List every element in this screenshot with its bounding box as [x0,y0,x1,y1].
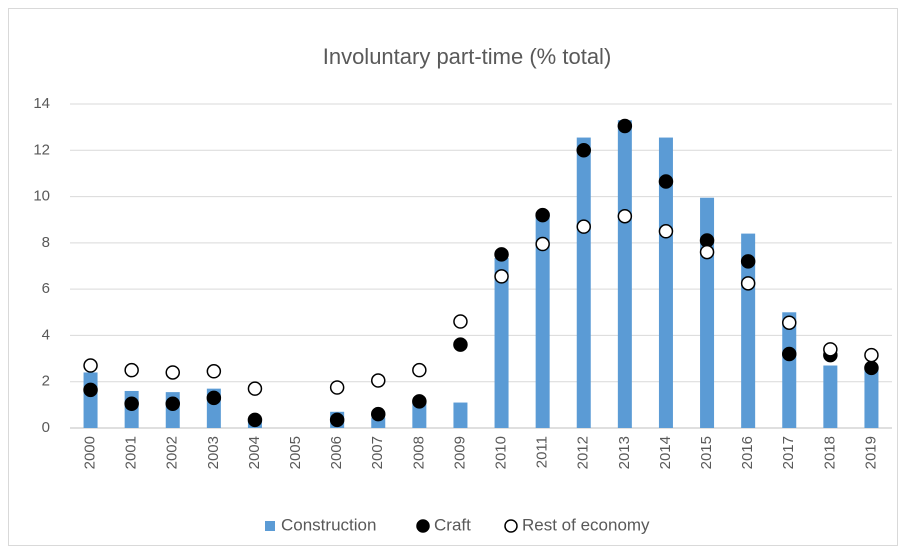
marker [782,315,797,330]
marker [658,224,674,239]
bar [864,367,879,428]
bar [782,312,797,428]
x-tick-label: 2000 [82,436,99,469]
marker [535,236,550,252]
bar [412,402,427,428]
legend-label: Craft [434,515,471,534]
bar [83,372,98,428]
y-tick-label: 0 [42,419,50,436]
legend-swatch [265,521,275,531]
marker [699,244,715,260]
x-tick-label: 2015 [698,436,715,469]
x-tick-label: 2007 [369,436,386,469]
marker [453,337,468,352]
legend-swatch [416,519,430,533]
y-tick-label: 2 [42,373,50,390]
marker [83,382,98,398]
marker [617,208,633,224]
marker [576,143,591,158]
y-tick-label: 14 [33,95,50,112]
marker [124,362,139,378]
marker [864,347,879,363]
marker [412,362,427,378]
y-tick-label: 8 [42,234,50,251]
y-tick-label: 10 [33,188,50,205]
x-tick-label: 2003 [205,436,222,469]
bar [658,137,673,429]
bar [700,197,715,428]
marker [206,364,222,379]
legend-label: Construction [281,515,376,534]
marker [494,247,509,262]
x-tick-label: 2009 [451,436,468,469]
marker [165,396,180,411]
marker [782,346,797,362]
x-tick-label: 2002 [164,436,181,469]
marker [535,207,550,223]
marker [165,365,180,380]
marker [740,276,756,291]
marker [617,118,633,134]
bar [576,137,591,429]
x-tick-label: 2019 [862,436,879,469]
marker [329,380,345,395]
x-tick-label: 2011 [534,436,551,468]
marker [371,406,386,422]
bar [823,365,838,428]
marker [247,412,263,428]
bar [371,417,386,428]
x-tick-label: 2017 [780,436,797,469]
marker [371,373,386,388]
chart-title: Involuntary part-time (% total) [323,44,612,69]
x-tick-label: 2016 [739,436,756,469]
legend-swatch [504,519,518,533]
bar [453,402,468,428]
x-tick-label: 2018 [821,436,838,469]
x-tick-label: 2006 [328,436,345,469]
x-tick-label: 2001 [123,436,140,469]
x-tick-label: 2013 [616,436,633,469]
x-tick-label: 2008 [410,436,427,469]
legend-label: Rest of economy [522,515,650,534]
marker [247,381,263,396]
marker [494,269,509,284]
x-tick-label: 2005 [287,436,304,469]
x-tick-label: 2012 [575,436,592,469]
marker [124,396,139,411]
marker [206,390,222,406]
marker [453,314,468,329]
marker [658,174,674,189]
marker [576,219,591,234]
marker [864,360,879,376]
x-tick-label: 2010 [493,436,510,469]
y-tick-label: 6 [42,280,50,297]
marker [740,254,756,269]
y-tick-label: 12 [33,141,50,158]
y-tick-label: 4 [42,326,50,343]
marker [412,394,427,409]
marker [83,358,98,373]
x-tick-label: 2004 [246,436,263,469]
bar [494,257,509,428]
bar [535,212,550,428]
marker [329,412,345,428]
marker [823,342,838,357]
bar [617,120,632,428]
x-tick-label: 2014 [657,436,674,469]
